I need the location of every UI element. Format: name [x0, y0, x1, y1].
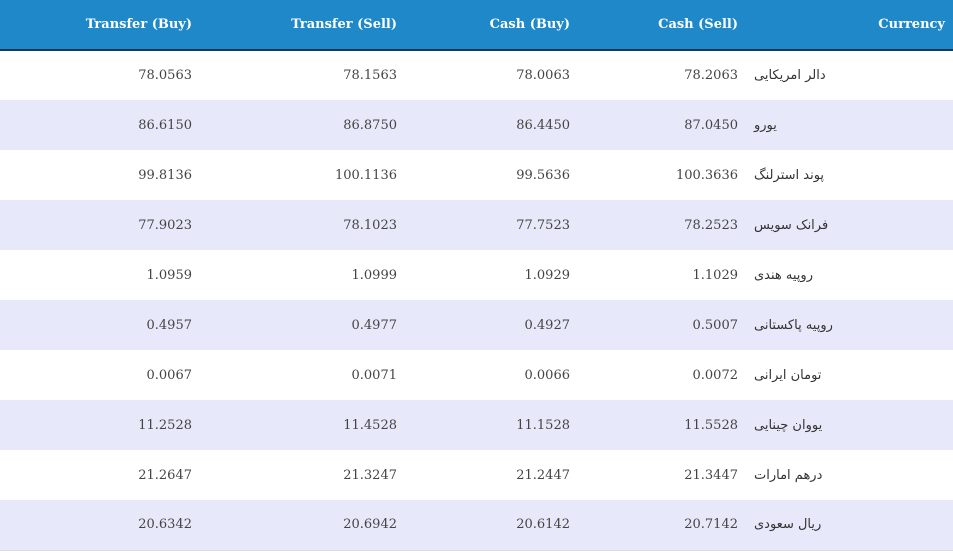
table-row: 77.9023 78.1023 77.7523 78.2523 فرانک سو… — [0, 200, 953, 250]
cell-transfer-sell: 78.1023 — [343, 217, 397, 233]
cell-transfer-buy: 0.4957 — [146, 317, 193, 333]
header-transfer-buy: Transfer (Buy) — [0, 0, 200, 51]
cell-transfer-buy: 0.0067 — [146, 367, 193, 383]
cell-transfer-sell: 0.0071 — [351, 367, 398, 383]
cell-cash-buy: 20.6142 — [405, 500, 578, 551]
cell-cash-sell: 100.3636 — [675, 167, 738, 183]
cell-transfer-buy: 20.6342 — [0, 500, 200, 551]
cell-currency: روپیه پاکستانی — [754, 317, 833, 333]
cell-cash-buy: 0.0066 — [524, 367, 571, 383]
cell-currency: دالر امریکایی — [754, 68, 826, 83]
cell-currency: یورو — [754, 117, 777, 133]
cell-cash-sell: 11.5528 — [684, 417, 738, 433]
cell-transfer-sell: 21.3247 — [343, 467, 397, 483]
cell-currency: درهم امارات — [754, 467, 823, 483]
cell-cash-buy: 21.2447 — [516, 467, 570, 483]
table-row: 0.0067 0.0071 0.0066 0.0072 تومان ایرانی — [0, 350, 953, 400]
cell-transfer-sell: 1.0999 — [351, 267, 398, 283]
cell-cash-sell: 78.2063 — [684, 68, 738, 83]
cell-cash-sell: 0.0072 — [692, 367, 739, 383]
cell-currency: پوند استرلنگ — [754, 167, 825, 183]
cell-transfer-buy: 1.0959 — [146, 267, 193, 283]
cell-currency: یووان چینایی — [754, 417, 823, 433]
header-currency: Currency — [746, 0, 953, 51]
cell-currency: ریال سعودی — [746, 500, 953, 551]
cell-cash-buy: 1.0929 — [524, 267, 571, 283]
cell-transfer-sell: 11.4528 — [343, 417, 397, 433]
cell-cash-sell: 1.1029 — [692, 267, 739, 283]
header-row: Transfer (Buy) Transfer (Sell) Cash (Buy… — [0, 0, 953, 51]
cell-transfer-sell: 78.1563 — [343, 68, 397, 83]
cell-transfer-buy: 11.2528 — [138, 417, 192, 433]
table-row: 11.2528 11.4528 11.1528 11.5528 یووان چی… — [0, 400, 953, 450]
table-row: 99.8136 100.1136 99.5636 100.3636 پوند ا… — [0, 150, 953, 200]
cell-currency: روپیه هندی — [754, 267, 813, 283]
cell-cash-buy: 11.1528 — [516, 417, 570, 433]
cell-transfer-sell: 20.6942 — [200, 500, 405, 551]
cell-cash-buy: 0.4927 — [524, 317, 571, 333]
cell-cash-sell: 21.3447 — [684, 467, 738, 483]
cell-currency: تومان ایرانی — [754, 367, 822, 383]
cell-transfer-sell: 0.4977 — [351, 317, 398, 333]
cell-cash-buy: 78.0063 — [516, 68, 570, 83]
cell-currency: فرانک سویس — [754, 217, 829, 233]
table-row: 78.0563 78.1563 78.0063 78.2063 دالر امر… — [0, 50, 953, 100]
cell-cash-buy: 99.5636 — [516, 167, 570, 183]
table-row: 1.0959 1.0999 1.0929 1.1029 روپیه هندی — [0, 250, 953, 300]
cell-cash-sell: 87.0450 — [684, 117, 738, 133]
header-cash-buy: Cash (Buy) — [405, 0, 578, 51]
cell-transfer-buy: 99.8136 — [138, 167, 192, 183]
cell-cash-sell: 0.5007 — [692, 317, 739, 333]
table-row: 20.6342 20.6942 20.6142 20.7142 ریال سعو… — [0, 500, 953, 551]
table-row: 0.4957 0.4977 0.4927 0.5007 روپیه پاکستا… — [0, 300, 953, 350]
cell-transfer-buy: 86.6150 — [138, 117, 192, 133]
table-body: 78.0563 78.1563 78.0063 78.2063 دالر امر… — [0, 50, 953, 551]
table-header: Transfer (Buy) Transfer (Sell) Cash (Buy… — [0, 0, 953, 51]
header-cash-sell: Cash (Sell) — [578, 0, 746, 51]
table-row: 21.2647 21.3247 21.2447 21.3447 درهم اما… — [0, 450, 953, 500]
cell-transfer-buy: 78.0563 — [138, 68, 192, 83]
cell-cash-buy: 77.7523 — [516, 217, 570, 233]
cell-transfer-buy: 77.9023 — [138, 217, 192, 233]
cell-transfer-sell: 86.8750 — [343, 117, 397, 133]
cell-cash-sell: 78.2523 — [684, 217, 738, 233]
header-transfer-sell: Transfer (Sell) — [200, 0, 405, 51]
cell-cash-buy: 86.4450 — [516, 117, 570, 133]
table-row: 86.6150 86.8750 86.4450 87.0450 یورو — [0, 100, 953, 150]
cell-transfer-buy: 21.2647 — [138, 467, 192, 483]
cell-cash-sell: 20.7142 — [578, 500, 746, 551]
cell-transfer-sell: 100.1136 — [334, 167, 397, 183]
